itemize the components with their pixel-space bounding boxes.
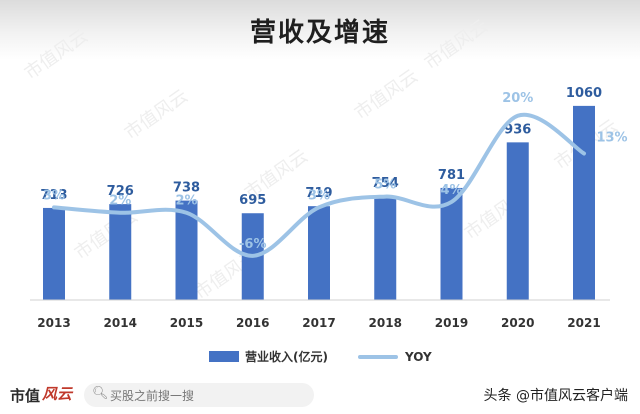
bar-value-label: 726	[107, 184, 134, 199]
chart-header: 营收及增速	[0, 0, 640, 60]
watermark-text: 市值风云	[351, 66, 422, 124]
yoy-value-label: 2%	[175, 194, 197, 209]
x-tick-label: 2017	[302, 316, 335, 330]
bar-value-label: 781	[438, 168, 465, 183]
bar	[440, 187, 463, 300]
bar-value-label: 695	[239, 193, 266, 208]
watermark-text: 市值风云	[21, 26, 92, 84]
bar	[308, 206, 330, 300]
chart-title: 营收及增速	[249, 18, 390, 48]
brand-logo: 风云	[42, 385, 73, 403]
legend-label-bar: 营业收入(亿元)	[245, 349, 328, 364]
source-credit: 头条 @市值风云客户端	[483, 388, 628, 404]
bar	[109, 204, 132, 300]
yoy-value-label: 13%	[596, 130, 627, 145]
search-bar[interactable]: 🔍︎ 买股之前搜一搜	[84, 383, 314, 407]
x-tick-label: 2018	[369, 316, 402, 330]
legend-label-line: YOY	[404, 350, 432, 364]
yoy-value-label: 2%	[109, 194, 131, 209]
footer-bar: 市值 风云 🔍︎ 买股之前搜一搜 头条 @市值风云客户端	[0, 378, 640, 414]
bar	[573, 105, 595, 300]
watermark-text: 市值风云	[121, 86, 192, 144]
x-tick-label: 2013	[37, 316, 70, 330]
bar	[374, 195, 397, 300]
yoy-line	[52, 112, 586, 258]
bar-value-label: 936	[504, 122, 531, 137]
yoy-value-label: 3%	[43, 188, 65, 203]
x-tick-label: 2021	[567, 316, 600, 330]
bar	[506, 142, 529, 300]
bar-value-label: 713	[40, 188, 67, 203]
yoy-value-label: 4%	[440, 183, 462, 198]
chart-svg: 市值风云市值风云市值风云市值风云市值风云市值风云市值风云市值风云市值风云7132…	[21, 16, 628, 364]
legend-swatch-bar	[209, 351, 239, 362]
x-tick-label: 2020	[501, 316, 534, 330]
bar	[43, 207, 65, 300]
x-tick-label: 2014	[104, 316, 137, 330]
yoy-value-label: 20%	[502, 91, 533, 106]
chart-frame: 营收及增速 市值风云市值风云市值风云市值风云市值风云市值风云市值风云市值风云市值…	[0, 0, 640, 379]
bar-value-label: 1060	[566, 86, 602, 101]
yoy-value-label: 5%	[374, 178, 396, 193]
search-icon: 🔍︎	[92, 386, 109, 401]
yoy-value-label: -6%	[239, 237, 266, 252]
bar	[175, 200, 198, 300]
bar-value-label: 719	[305, 186, 332, 201]
yoy-value-label: 3%	[308, 188, 330, 203]
watermark-text: 市值风云	[421, 16, 492, 74]
x-tick-label: 2019	[435, 316, 468, 330]
x-tick-label: 2016	[236, 316, 269, 330]
x-tick-label: 2015	[170, 316, 203, 330]
bar-value-label: 754	[372, 176, 399, 191]
search-placeholder: 买股之前搜一搜	[110, 389, 195, 403]
brand-name: 市值	[10, 387, 41, 405]
bar-value-label: 738	[173, 181, 200, 196]
